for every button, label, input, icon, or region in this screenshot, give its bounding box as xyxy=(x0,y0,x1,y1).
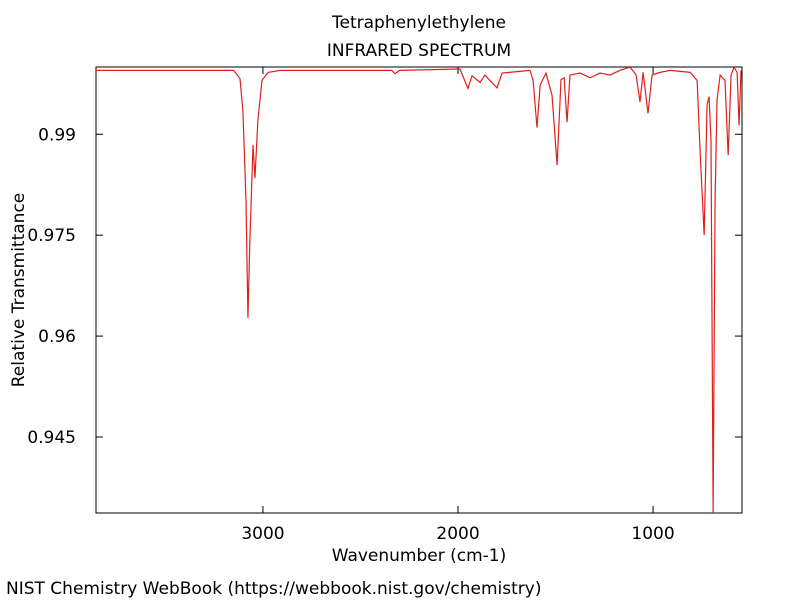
spectrum-line xyxy=(96,67,742,513)
y-tick-label: 0.945 xyxy=(27,428,76,448)
x-axis-label: Wavenumber (cm-1) xyxy=(332,546,507,566)
chart-subtitle: INFRARED SPECTRUM xyxy=(327,41,511,61)
y-tick-label: 0.96 xyxy=(38,327,76,347)
x-tick-label: 2000 xyxy=(436,524,479,544)
y-axis-label: Relative Transmittance xyxy=(9,193,29,388)
x-tick-label: 3000 xyxy=(241,524,284,544)
chart-title: Tetraphenylethylene xyxy=(331,13,506,33)
x-tick-label: 1000 xyxy=(631,524,674,544)
y-tick-label: 0.975 xyxy=(27,226,76,246)
source-note: NIST Chemistry WebBook (https://webbook.… xyxy=(6,579,541,599)
y-tick-label: 0.99 xyxy=(38,125,76,145)
plot-frame xyxy=(95,66,743,514)
